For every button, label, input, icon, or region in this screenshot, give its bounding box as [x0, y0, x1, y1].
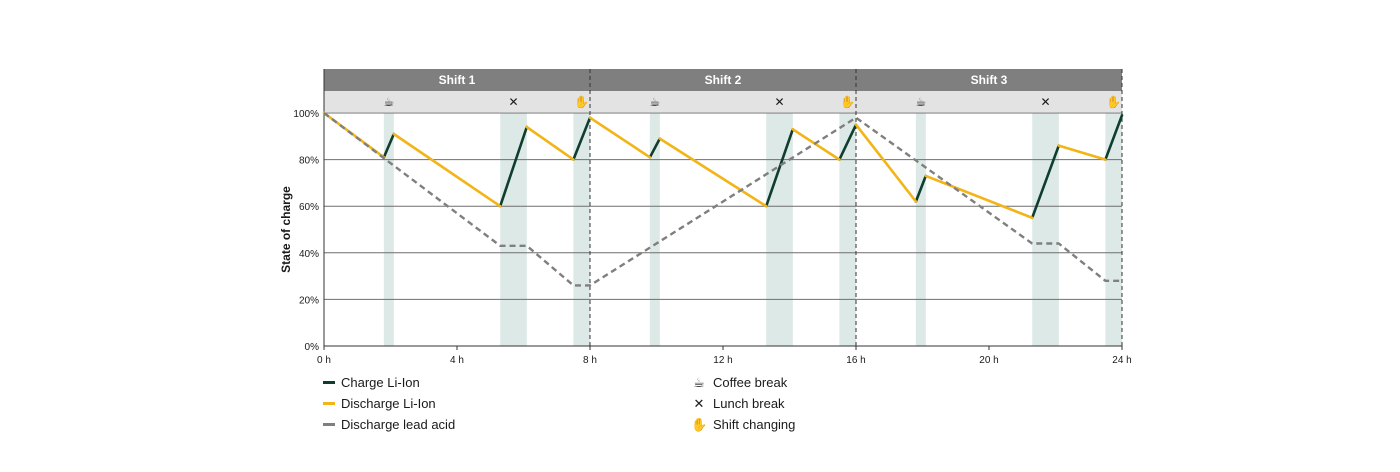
- series-charge-li-ion-segment-8: [1104, 114, 1124, 161]
- legend-item-lunch-break: ✕ Lunch break: [691, 393, 795, 414]
- fork-knife-icon-1: ✕: [508, 95, 518, 109]
- legend-item-discharge-li-ion: Discharge Li-Ion: [323, 393, 455, 414]
- coffee-cup-icon-3: ☕: [649, 95, 660, 109]
- series-charge-li-ion-segment-4: [764, 128, 795, 208]
- y-axis-label: State of charge: [279, 186, 293, 273]
- icon-legend: ☕ Coffee break ✕ Lunch break ✋ Shift cha…: [691, 372, 795, 435]
- handshake-icon-2: ✋: [574, 95, 589, 109]
- y-tick-label-20: 20%: [299, 295, 319, 306]
- y-tick-label-60: 60%: [299, 202, 319, 213]
- legend-label-charge: Charge Li-Ion: [341, 375, 420, 390]
- shift-label-1: Shift 1: [439, 73, 476, 87]
- legend-label-lunch: Lunch break: [713, 396, 785, 411]
- legend-label-lead-acid: Discharge lead acid: [341, 417, 456, 432]
- series-discharge-li-ion-segment-5: [791, 128, 841, 161]
- fork-knife-icon-7: ✕: [1040, 95, 1050, 109]
- series-discharge-li-ion-segment-3: [588, 116, 652, 159]
- handshake-icon: ✋: [691, 417, 708, 432]
- x-tick-label-4: 4 h: [450, 355, 464, 366]
- break-band-lunch-7: [1032, 113, 1059, 346]
- x-tick-label-20: 20 h: [979, 355, 998, 366]
- y-tick-label-80: 80%: [299, 156, 319, 167]
- series-charge-li-ion-segment-1: [498, 125, 529, 208]
- series-discharge-li-ion-segment-2: [525, 125, 575, 161]
- handshake-icon-8: ✋: [1106, 95, 1121, 109]
- shift-header-bar: [324, 69, 1122, 91]
- legend-item-shift-changing: ✋ Shift changing: [691, 414, 795, 435]
- x-tick-label-16: 16 h: [846, 355, 865, 366]
- legend-item-discharge-lead-acid: Discharge lead acid: [323, 414, 455, 435]
- y-tick-label-100: 100%: [293, 109, 319, 120]
- legend-swatch-discharge: [323, 402, 335, 405]
- series-discharge-lead-acid-segment-0: [323, 112, 1122, 287]
- break-band-coffee-3: [649, 113, 660, 346]
- legend-swatch-charge: [323, 381, 335, 384]
- fork-knife-icon: ✕: [693, 396, 705, 411]
- series-charge-li-ion-segment-3: [648, 137, 662, 159]
- line-legend: Charge Li-Ion Discharge Li-Ion Discharge…: [323, 372, 455, 435]
- legend-label-shift: Shift changing: [713, 417, 796, 432]
- break-band-lunch-4: [766, 113, 793, 346]
- coffee-cup-icon: ☕: [693, 375, 705, 390]
- x-tick-label-24: 24 h: [1112, 355, 1131, 366]
- series-discharge-li-ion-segment-6: [854, 123, 918, 203]
- break-band-coffee-6: [915, 113, 926, 346]
- y-tick-label-40: 40%: [299, 249, 319, 260]
- legend-label-coffee: Coffee break: [713, 375, 788, 390]
- coffee-cup-icon-0: ☕: [383, 95, 394, 109]
- break-icon-bar: [324, 91, 1122, 112]
- series-charge-li-ion-segment-7: [1030, 144, 1061, 220]
- break-band-coffee-0: [383, 113, 394, 346]
- fork-knife-icon-4: ✕: [774, 95, 784, 109]
- x-tick-label-12: 12 h: [713, 355, 732, 366]
- handshake-icon-5: ✋: [840, 95, 855, 109]
- series-charge-li-ion-segment-0: [382, 132, 396, 159]
- series-discharge-li-ion-segment-8: [1057, 144, 1107, 161]
- break-band-shift-8: [1105, 113, 1122, 346]
- legend-swatch-lead-acid: [323, 423, 335, 426]
- legend-item-coffee-break: ☕ Coffee break: [691, 372, 795, 393]
- break-band-lunch-1: [500, 113, 527, 346]
- series-charge-li-ion-segment-6: [914, 174, 928, 203]
- series-charge-li-ion-segment-5: [838, 123, 858, 161]
- series-discharge-li-ion-segment-4: [658, 137, 768, 208]
- coffee-cup-icon-6: ☕: [915, 95, 926, 109]
- x-tick-label-0: 0 h: [317, 355, 331, 366]
- series-discharge-li-ion-segment-7: [924, 174, 1034, 220]
- legend-label-discharge: Discharge Li-Ion: [341, 396, 436, 411]
- y-tick-label-0: 0%: [305, 342, 320, 353]
- break-band-shift-2: [573, 113, 590, 346]
- break-band-shift-5: [839, 113, 856, 346]
- series-charge-li-ion-segment-2: [572, 116, 592, 161]
- x-tick-label-8: 8 h: [583, 355, 597, 366]
- series-discharge-li-ion-segment-1: [392, 132, 502, 208]
- legend-item-charge-li-ion: Charge Li-Ion: [323, 372, 455, 393]
- shift-label-2: Shift 2: [705, 73, 742, 87]
- shift-label-3: Shift 3: [971, 73, 1008, 87]
